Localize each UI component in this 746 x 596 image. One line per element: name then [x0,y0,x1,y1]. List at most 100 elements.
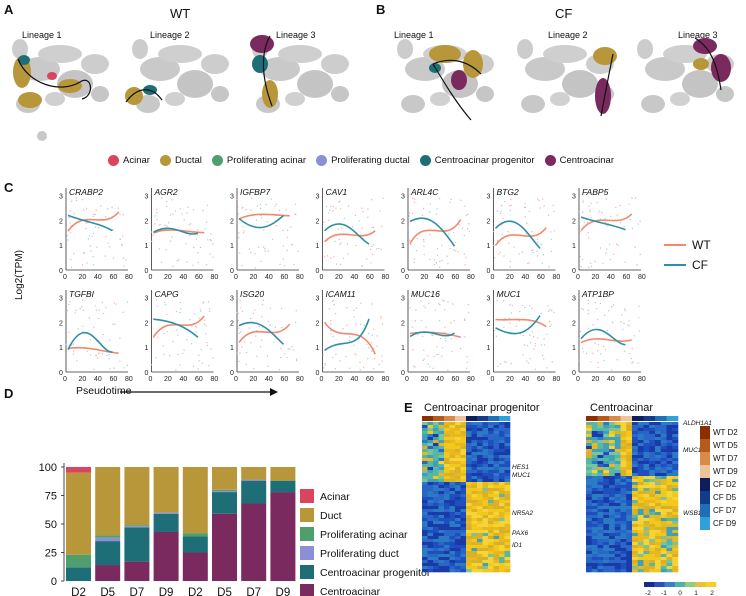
expression-point [599,302,602,305]
heatmap-cell [672,500,679,504]
heatmap-cell [504,566,511,570]
heatmap-cell [482,452,489,456]
heatmap-cell [643,500,650,504]
expression-point [515,325,518,327]
heatmap-cell [466,503,472,507]
color-scale-segment [664,582,676,587]
heatmap-cell [455,557,461,561]
heatmap-cell [422,482,428,486]
expression-point [192,209,195,211]
heatmap-cell [427,524,434,528]
heatmap-cell [499,437,505,441]
expression-point [92,213,95,215]
heatmap-cell [643,488,650,492]
heatmap-cell [504,428,511,432]
heatmap-cell [504,518,511,522]
heatmap-cell [586,521,593,525]
heatmap-cell [460,512,467,516]
heatmap-cell [597,443,604,447]
heatmap-cell [449,434,456,438]
heatmap-cell [455,500,461,504]
heatmap-cell [455,455,461,459]
heatmap-cell [427,542,434,546]
heatmap-cell [499,500,505,504]
heatmap-cell [499,533,505,537]
heatmap-cell [626,461,633,465]
expression-point [531,249,533,252]
expression-point [362,210,364,213]
heatmap-cell [620,518,627,522]
expression-point [174,210,177,212]
heatmap-cell [649,476,656,480]
y-tick-label: 1 [316,243,320,250]
cf-lineage-2-umap [517,39,617,117]
expression-point [125,259,127,261]
expression-point [411,212,414,215]
expression-point [540,344,543,346]
expression-point [265,203,268,206]
heatmap-cell [626,479,633,483]
expression-point [179,302,181,304]
heatmap-cell [666,488,673,492]
heatmap-cell [586,425,593,429]
heatmap-cell [649,443,656,447]
heatmap-cell [482,488,489,492]
heatmap-cell [499,524,505,528]
expression-point [75,199,78,202]
heatmap-cell [626,560,633,564]
heatmap-cell [460,464,467,468]
expression-point [259,203,262,205]
expression-point [322,354,324,356]
heatmap-cell [471,542,478,546]
heatmap-cell [626,467,633,471]
expression-point [427,363,429,365]
sample-annotation-bar [477,416,489,421]
heatmap-cell [586,569,593,573]
heatmap-cell [609,443,616,447]
heatmap-cell [422,515,428,519]
heatmap-cell [433,443,439,447]
heatmap-cell [422,566,428,570]
expression-point [271,238,274,240]
heatmap-cell [643,554,650,558]
heatmap-cell [455,473,461,477]
heatmap-cell [466,497,472,501]
heatmap-cell [444,446,450,450]
heatmap-cell [488,428,494,432]
heatmap-cell [620,467,627,471]
heatmap-cell [499,458,505,462]
expression-point [543,205,545,207]
expression-point [242,206,244,209]
expression-point [551,361,553,363]
expression-point [69,210,71,212]
heatmap-cell [504,479,511,483]
expression-point [88,317,91,319]
heatmap-cell [427,569,434,573]
expression-point [429,366,431,368]
cf-lineage-1-label: Lineage 1 [394,30,434,40]
expression-point [428,302,430,304]
heatmap-cell [466,467,472,471]
heatmap-cell [504,425,511,429]
heatmap-cell [603,557,610,561]
expression-point [431,334,433,336]
heatmap-cell [433,533,439,537]
heatmap-cell [471,566,478,570]
x-tick-label: 40 [522,376,530,383]
heatmap-cell [433,473,439,477]
heatmap-cell [597,521,604,525]
expression-point [107,208,109,210]
heatmap-cell [626,422,633,426]
heatmap-cell [488,515,494,519]
heatmap-cell [672,488,679,492]
heatmap-cell [632,476,639,480]
expression-point [411,326,413,328]
expression-point [372,244,374,246]
expression-point [638,305,640,307]
heatmap-cell [504,512,511,516]
heatmap-cell [449,536,456,540]
heatmap-cell [466,425,472,429]
gene-label-wsb1: WSB1 [683,510,702,517]
heatmap-cell [626,464,633,468]
